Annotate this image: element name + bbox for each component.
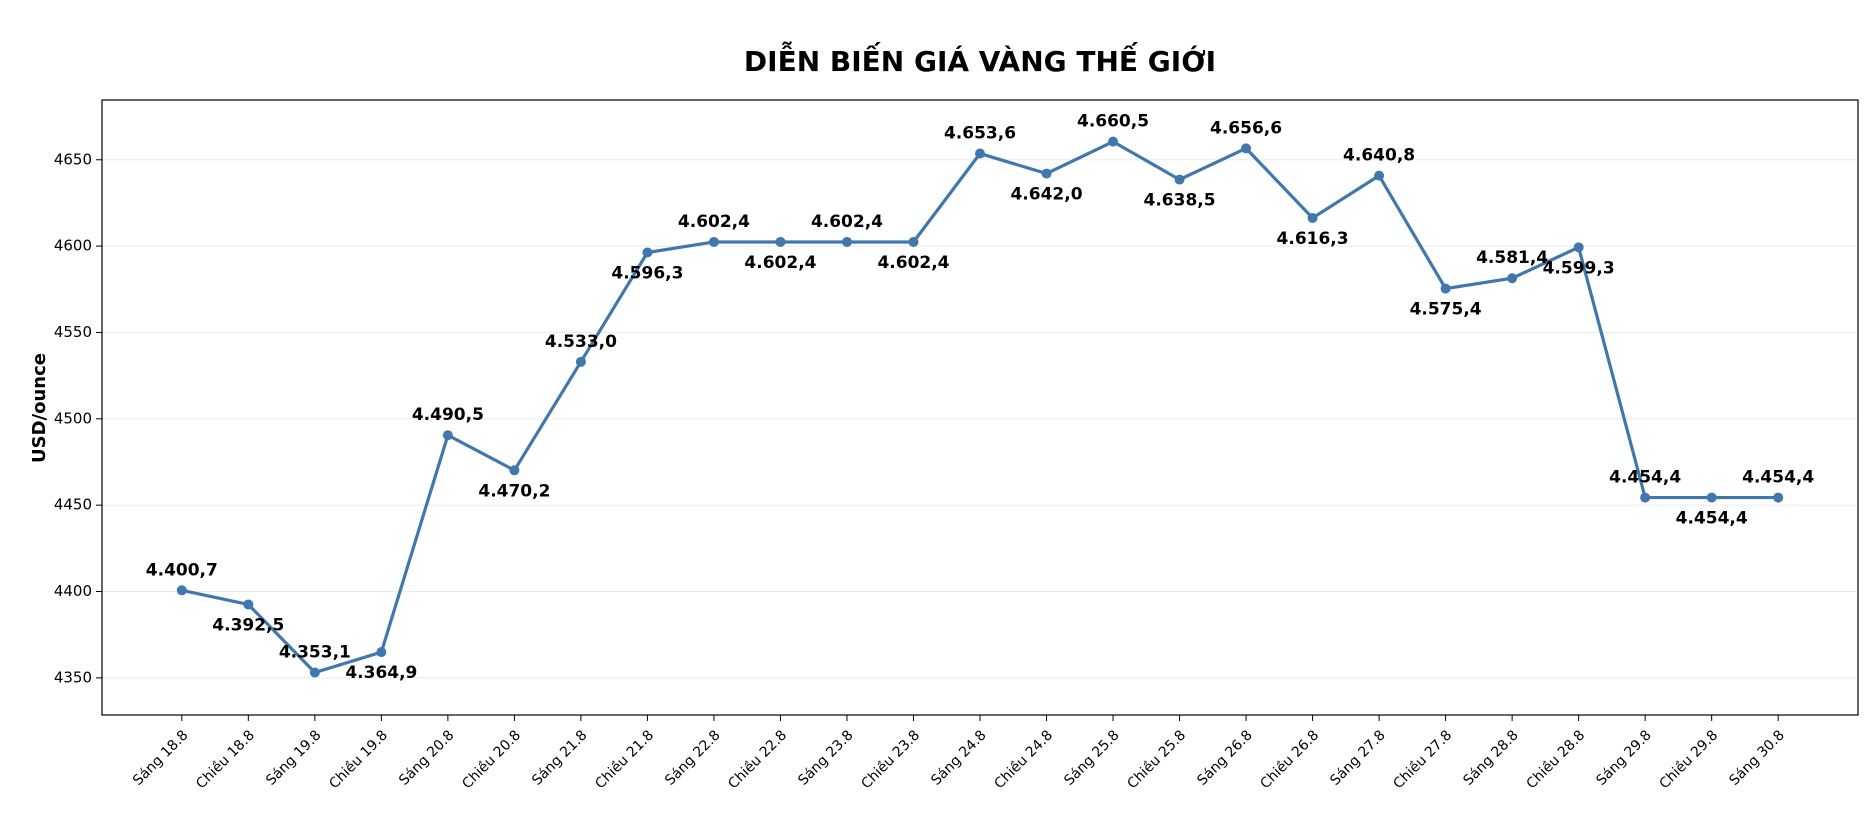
point	[1640, 492, 1651, 503]
x-tick-label: Chiều 26.8	[1257, 727, 1323, 793]
point	[1108, 136, 1119, 147]
point	[243, 599, 254, 610]
data-label: 4.602,4	[877, 253, 949, 273]
point	[1307, 212, 1318, 223]
x-tick-label: Chiều 28.8	[1523, 727, 1589, 793]
x-tick-label: Sáng 28.8	[1460, 727, 1521, 788]
data-label: 4.640,8	[1343, 146, 1415, 166]
point	[509, 465, 520, 476]
data-label: 4.642,0	[1010, 185, 1082, 205]
data-label: 4.454,4	[1676, 509, 1748, 529]
point	[1241, 143, 1252, 154]
x-tick-label: Sáng 19.8	[263, 727, 324, 788]
y-tick-label: 4600	[54, 237, 92, 255]
point	[309, 667, 320, 678]
data-label: 4.638,5	[1144, 191, 1216, 211]
data-label: 4.653,6	[944, 124, 1016, 144]
data-label: 4.470,2	[478, 481, 550, 501]
data-label: 4.490,5	[412, 405, 484, 425]
data-label: 4.392,5	[212, 615, 284, 635]
x-tick-label: Chiều 29.8	[1656, 727, 1722, 793]
point	[841, 236, 852, 247]
x-tick-label: Sáng 27.8	[1327, 727, 1388, 788]
point	[1440, 283, 1451, 294]
data-label: 4.581,4	[1476, 248, 1548, 268]
data-label: 4.364,9	[345, 663, 417, 683]
data-label: 4.454,4	[1742, 468, 1814, 488]
x-tick-label: Sáng 24.8	[928, 727, 989, 788]
x-tick-label: Sáng 23.8	[795, 727, 856, 788]
data-label: 4.454,4	[1609, 468, 1681, 488]
point	[975, 148, 985, 159]
x-tick-label: Sáng 21.8	[529, 727, 590, 788]
point	[1174, 174, 1185, 185]
x-tick-label: Chiều 27.8	[1390, 727, 1456, 793]
point	[376, 647, 387, 658]
point	[1374, 170, 1385, 181]
data-label: 4.660,5	[1077, 112, 1149, 132]
data-label: 4.533,0	[545, 332, 617, 352]
data-label: 4.353,1	[279, 643, 351, 663]
x-tick-label: Chiều 22.8	[725, 727, 791, 793]
data-label: 4.596,3	[611, 263, 683, 283]
x-tick-label: Chiều 20.8	[459, 727, 525, 793]
y-tick-label: 4650	[54, 150, 92, 168]
data-label: 4.656,6	[1210, 118, 1282, 138]
plot-frame	[101, 99, 1859, 716]
x-tick-label: Sáng 26.8	[1194, 727, 1255, 788]
y-tick-label: 4550	[54, 323, 92, 341]
point	[176, 585, 187, 596]
x-tick-label: Sáng 30.8	[1726, 727, 1787, 788]
y-tick-label: 4350	[54, 668, 92, 686]
point	[1507, 273, 1518, 284]
x-tick-label: Chiều 23.8	[858, 727, 924, 793]
y-tick-label: 4500	[54, 409, 92, 427]
y-tick-label: 4400	[54, 582, 92, 600]
data-label: 4.602,4	[811, 212, 883, 232]
data-label: 4.602,4	[744, 253, 816, 273]
point	[575, 356, 586, 367]
x-tick-label: Chiều 19.8	[326, 727, 392, 793]
point	[908, 236, 919, 247]
point	[442, 430, 453, 441]
y-axis-label: USD/ounce	[29, 353, 50, 463]
data-label: 4.575,4	[1410, 300, 1482, 320]
data-label: 4.599,3	[1543, 258, 1615, 278]
x-tick-label: Chiều 25.8	[1124, 727, 1190, 793]
x-tick-label: Sáng 20.8	[396, 727, 457, 788]
x-tick-label: Sáng 22.8	[662, 727, 723, 788]
x-tick-label: Sáng 29.8	[1593, 727, 1654, 788]
x-tick-label: Sáng 25.8	[1061, 727, 1122, 788]
point	[1706, 492, 1717, 503]
chart-title: DIỄN BIẾN GIÁ VÀNG THẾ GIỚI	[744, 40, 1216, 78]
point	[1573, 242, 1584, 253]
point	[1773, 492, 1784, 503]
point	[775, 236, 786, 247]
point	[1041, 168, 1052, 179]
x-tick-label: Chiều 21.8	[592, 727, 658, 793]
data-label: 4.602,4	[678, 212, 750, 232]
point	[708, 236, 719, 247]
x-tick-label: Chiều 18.8	[192, 727, 258, 793]
x-tick-label: Chiều 24.8	[991, 727, 1057, 793]
data-label: 4.400,7	[146, 560, 218, 580]
y-tick-label: 4450	[54, 496, 92, 514]
point	[642, 247, 653, 258]
data-label: 4.616,3	[1277, 229, 1349, 249]
x-tick-label: Sáng 18.8	[130, 727, 191, 788]
